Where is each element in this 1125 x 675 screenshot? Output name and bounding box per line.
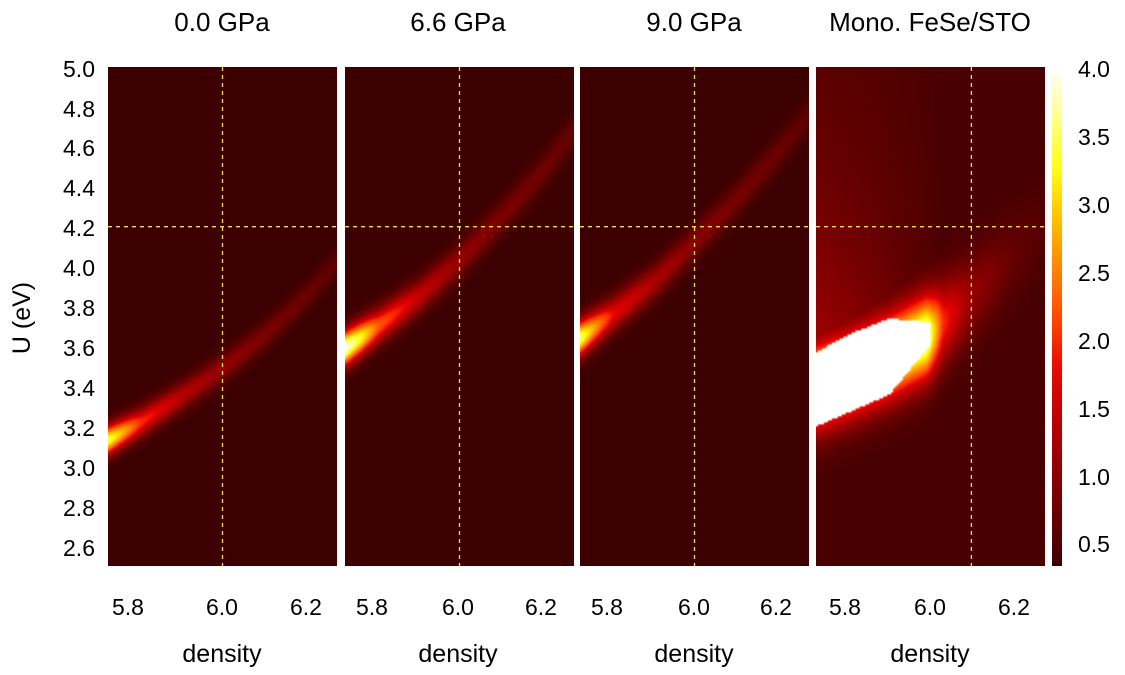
colorbar-tick-label: 1.0 (1078, 464, 1110, 490)
panel-1: 6.6 GPa 5.8 6.0 6.2 density (356, 7, 557, 668)
panel-3: Mono. FeSe/STO 5.8 6.0 6.2 density (829, 7, 1031, 668)
x-tick-label: 6.0 (442, 594, 474, 620)
heatmap-panels (108, 67, 1045, 566)
panel-title: 0.0 GPa (174, 7, 270, 37)
x-axis-label: density (890, 640, 970, 668)
y-tick-label: 4.8 (63, 96, 95, 122)
x-axis-label: density (182, 640, 262, 668)
x-tick-label: 6.2 (998, 594, 1030, 620)
y-tick-label: 4.6 (63, 135, 95, 161)
colorbar-tick-label: 0.5 (1078, 531, 1110, 557)
x-tick-label: 5.8 (112, 594, 144, 620)
colorbar-tick-label: 4.0 (1078, 56, 1110, 82)
colorbar-tick-label: 2.5 (1078, 260, 1110, 286)
y-tick-label: 3.8 (63, 295, 95, 321)
heatmap-image (816, 67, 1045, 566)
y-axis-label: U (eV) (8, 282, 36, 354)
x-axis-label: density (418, 640, 498, 668)
x-tick-label: 5.8 (591, 594, 623, 620)
x-tick-label: 6.2 (760, 594, 792, 620)
panel-0: 0.0 GPa 5.8 6.0 6.2 density (112, 7, 322, 668)
colorbar-tick-label: 3.5 (1078, 124, 1110, 150)
y-tick-label: 5.0 (63, 56, 95, 82)
panel-title: Mono. FeSe/STO (829, 7, 1031, 37)
x-tick-label: 6.2 (290, 594, 322, 620)
colorbar-tick-label: 1.5 (1078, 396, 1110, 422)
y-tick-label: 3.0 (63, 455, 95, 481)
panel-title: 9.0 GPa (646, 7, 742, 37)
x-tick-label: 5.8 (829, 594, 861, 620)
x-tick-label: 6.2 (525, 594, 557, 620)
colorbar-tick-label: 2.0 (1078, 328, 1110, 354)
y-tick-label: 2.6 (63, 535, 95, 561)
colorbar-gradient (1052, 68, 1062, 566)
colorbar: 4.0 3.5 3.0 2.5 2.0 1.5 1.0 0.5 (1052, 56, 1110, 566)
colorbar-tick-label: 3.0 (1078, 192, 1110, 218)
x-tick-label: 5.8 (356, 594, 388, 620)
panel-title: 6.6 GPa (410, 7, 506, 37)
panel-2: 9.0 GPa 5.8 6.0 6.2 density (591, 7, 792, 668)
x-axis-label: density (654, 640, 734, 668)
y-tick-label: 4.4 (63, 175, 95, 201)
y-tick-label: 4.2 (63, 215, 95, 241)
x-tick-label: 6.0 (678, 594, 710, 620)
y-axis: 5.0 4.8 4.6 4.4 4.2 4.0 3.8 3.6 3.4 3.2 … (8, 56, 95, 561)
x-tick-label: 6.0 (206, 594, 238, 620)
y-tick-label: 3.4 (63, 375, 95, 401)
y-tick-label: 3.6 (63, 335, 95, 361)
y-tick-label: 3.2 (63, 415, 95, 441)
y-tick-label: 2.8 (63, 495, 95, 521)
x-tick-label: 6.0 (914, 594, 946, 620)
y-tick-label: 4.0 (63, 255, 95, 281)
